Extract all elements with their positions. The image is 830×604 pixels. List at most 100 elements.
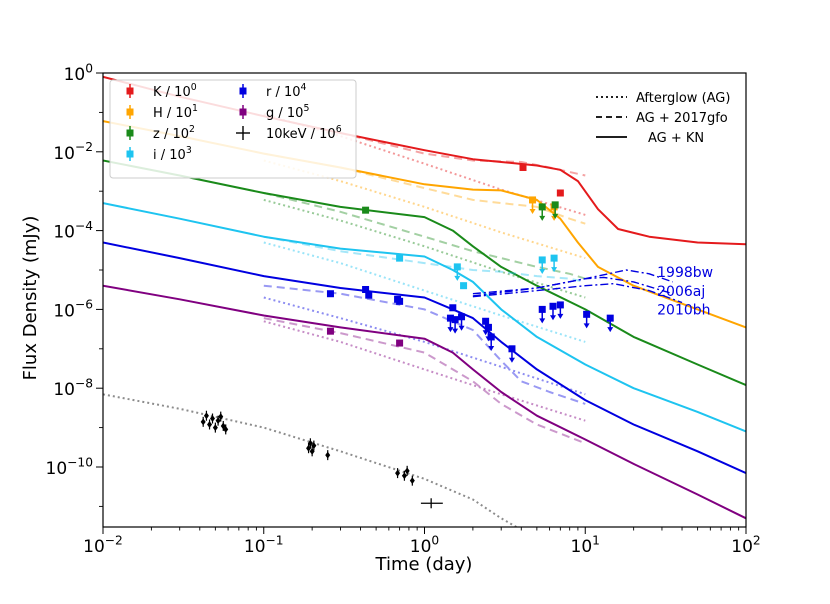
data-point-10kev-16: [404, 465, 410, 476]
data-point-r-4-marker: [396, 297, 404, 305]
data-point-i-4-arrow-head: [551, 267, 558, 273]
data-point-i-3-arrow-head: [539, 268, 546, 274]
data-point-10kev-2: [207, 419, 213, 430]
data-point-r-5-marker: [449, 304, 457, 312]
data-point-r-16: [583, 310, 591, 329]
series-r-ag-2017gfo-line: [263, 284, 586, 405]
data-point-i-3: [538, 256, 546, 274]
data-point-r-13: [538, 305, 546, 324]
legend-label-z: z / 102: [153, 124, 195, 142]
series-g-ag-2017gfo-line: [263, 317, 586, 445]
data-point-r-7-arrow-head: [452, 328, 459, 334]
data-point-z-2: [551, 201, 559, 219]
y-tick-label: 10−4: [53, 219, 93, 243]
legend-label-i: i / 103: [153, 145, 192, 163]
data-point-10kev-3-marker: [210, 415, 216, 423]
legend-label-g: g / 105: [266, 103, 309, 121]
legend-item-i: i / 103: [126, 145, 192, 163]
data-point-10kev-10-marker: [307, 439, 313, 447]
data-point-10kev-12: [311, 440, 317, 451]
data-point-z-1-arrow-head: [539, 215, 546, 221]
legend-label-h: H / 101: [153, 103, 198, 121]
series-i-ag-2017gfo-line: [263, 235, 586, 283]
data-point-g-1: [396, 339, 404, 347]
y-tick-label: 10−8: [53, 377, 93, 401]
data-point-10kev-14: [395, 468, 401, 479]
data-point-10kev-15-marker: [401, 472, 407, 480]
data-point-k-0: [519, 163, 527, 171]
legend-item-k: K / 100: [126, 82, 197, 100]
data-point-r-2: [365, 291, 373, 299]
data-point-10kev-4: [212, 422, 218, 433]
legend-label-r: r / 104: [266, 82, 307, 100]
data-point-r-8-arrow-head: [458, 325, 465, 331]
data-point-g-0-marker: [326, 327, 334, 335]
data-point-i-0: [396, 254, 404, 262]
data-point-r-2-marker: [365, 291, 373, 299]
data-point-r-12-arrow-head: [508, 357, 515, 363]
legend-marker: [126, 150, 134, 158]
series-r-afterglow-line: [263, 296, 586, 396]
legend-marker: [126, 87, 134, 95]
axis-ticks: [96, 72, 747, 534]
data-point-r-4: [396, 297, 404, 305]
data-point-10kev-17: [409, 475, 415, 486]
data-point-10kev-10: [307, 438, 313, 449]
data-point-r-5: [449, 304, 457, 312]
data-point-r-7: [451, 316, 459, 334]
data-point-r-6: [446, 314, 454, 333]
data-point-r-15-arrow-head: [557, 313, 564, 319]
data-point-10kev-13-marker: [325, 451, 331, 459]
data-point-r-1: [362, 285, 370, 293]
data-point-r-14: [549, 302, 557, 321]
data-point-10kev-8-marker: [223, 425, 229, 433]
annotation-1998bw: 1998bw: [657, 265, 713, 281]
legend-label-solid: AG + KN: [648, 131, 704, 146]
series-10kev-afterglow-line: [103, 393, 519, 527]
data-point-10kev-13: [325, 450, 331, 461]
data-point-g-0: [326, 327, 334, 335]
data-point-r-15: [556, 301, 564, 319]
x-tick-label: 100: [410, 533, 439, 557]
legend-item-g: g / 105: [239, 103, 309, 121]
legend-item-z: z / 102: [126, 124, 195, 142]
data-point-k-1-marker: [556, 189, 564, 197]
data-point-10kev-12-marker: [311, 442, 317, 450]
band-legend: K / 100 H / 101 z / 102 i / 103 r / 104 g / 1…: [109, 79, 357, 179]
y-axis-label: Flux Density (mJy): [20, 216, 41, 381]
data-point-r-16-arrow-head: [583, 323, 590, 329]
data-point-i-4: [550, 254, 558, 273]
data-point-r-8: [458, 313, 466, 331]
data-point-10kev-3: [210, 413, 216, 424]
legend-item-h: H / 101: [126, 103, 198, 121]
data-point-r-17-arrow-head: [607, 327, 614, 333]
data-point-10kev-0-marker: [200, 418, 206, 426]
data-point-h-0-arrow-head: [529, 208, 536, 214]
data-point-10kev-4-marker: [212, 424, 218, 432]
data-point-z-2-arrow-head: [552, 213, 559, 219]
data-point-k-0-marker: [519, 163, 527, 171]
x-tick-label: 10−1: [244, 533, 284, 557]
series-z-ag-kn-line: [103, 159, 746, 387]
series-i-ag-kn-line: [103, 202, 746, 433]
x-axis-label: Time (day): [375, 554, 473, 575]
series-r-sn-2010bh-line: [472, 283, 683, 304]
data-point-r-12: [508, 345, 516, 363]
data-point-r-11: [487, 333, 495, 351]
data-point-10kev-6: [218, 411, 224, 422]
data-point-10kev-15: [401, 470, 407, 481]
x-tick-label: 10−2: [83, 533, 123, 557]
data-point-r-14-arrow-head: [549, 315, 556, 321]
data-point-i-1-arrow-head: [454, 275, 461, 281]
data-point-10kev-0: [200, 416, 206, 427]
band-legend-box: [109, 79, 357, 179]
data-point-z-0: [362, 206, 370, 214]
data-point-10kev-17-marker: [409, 477, 415, 485]
legend-label-dashed: AG + 2017gfo: [636, 111, 728, 126]
data-point-10kev-18: [420, 498, 443, 509]
data-point-r-6-arrow-head: [447, 327, 454, 333]
y-tick-label: 10−6: [53, 298, 93, 322]
data-point-r-11-arrow-head: [488, 345, 495, 351]
legend-label-k: K / 100: [153, 82, 197, 100]
legend-marker: [126, 129, 134, 137]
